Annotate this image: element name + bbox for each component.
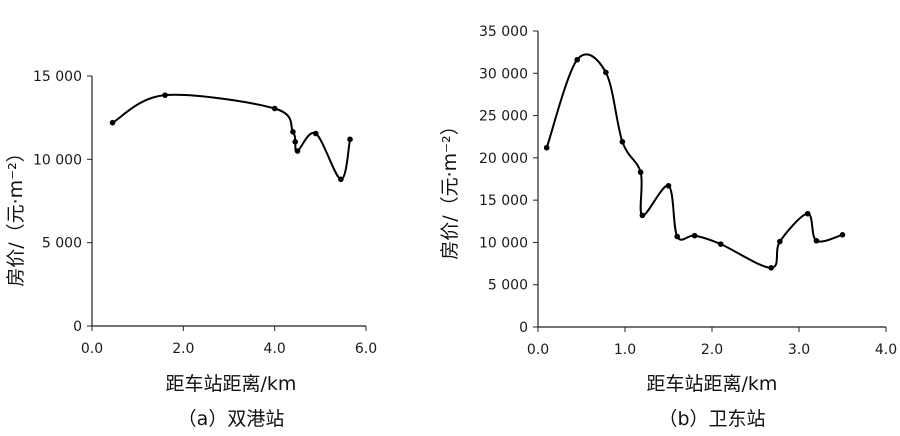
chart-panel-b: 0 5 000 10 000 15 000 20 000 25 000 30 000 35 0… <box>439 24 897 430</box>
chart-b-data-point <box>717 241 724 247</box>
chart-a-y-tick-label: 15 000 <box>33 69 82 85</box>
chart-b-y-tick-label: 25 000 <box>479 109 528 125</box>
chart-b-y-axis-label: 房价/（元·m⁻²） <box>439 116 461 260</box>
chart-b-y-tick-label: 30 000 <box>479 66 528 82</box>
chart-a-ticks: 0 5 000 10 000 15 000 0.0 2.0 4.0 6.0 <box>33 69 377 357</box>
chart-a-x-tick-label: 0.0 <box>81 341 103 357</box>
chart-b-data-point <box>637 169 644 176</box>
chart-a-y-tick-label: 5 000 <box>42 236 82 252</box>
chart-a-subtitle: （a）双港站 <box>178 408 285 430</box>
chart-a-axes <box>91 76 366 327</box>
chart-b-ticks: 0 5 000 10 000 15 000 20 000 25 000 30 000 35 0… <box>479 24 897 358</box>
chart-b-data-point <box>813 237 820 244</box>
chart-b-data-point <box>543 144 550 151</box>
chart-b-data-point <box>839 232 846 238</box>
chart-b-y-tick-label: 15 000 <box>479 193 528 209</box>
chart-b-y-tick-label: 10 000 <box>479 235 528 251</box>
chart-a-x-axis-label: 距车站距离/km <box>166 373 297 395</box>
chart-b-x-tick-label: 3.0 <box>788 342 810 358</box>
chart-b-x-axis-label: 距车站距离/km <box>647 373 778 395</box>
chart-a-x-tick-label: 2.0 <box>172 341 194 357</box>
chart-a-data-point <box>347 136 353 143</box>
chart-a-y-tick-label: 0 <box>73 319 82 335</box>
chart-a-x-tick-label: 4.0 <box>264 341 286 357</box>
chart-a-points <box>109 92 353 183</box>
chart-b-x-tick-label: 4.0 <box>875 342 897 358</box>
chart-b-y-tick-label: 5 000 <box>488 278 528 294</box>
chart-b-y-tick-label: 35 000 <box>479 24 528 40</box>
chart-b-data-point <box>603 69 609 76</box>
chart-b-data-point <box>804 210 811 217</box>
chart-a-data-point <box>294 148 301 154</box>
chart-b-data-point <box>619 138 626 145</box>
chart-b-axes <box>537 31 886 328</box>
chart-b-data-point <box>691 232 698 239</box>
chart-b-data-point <box>768 265 774 271</box>
chart-b-points <box>543 56 846 271</box>
chart-b-data-point <box>639 212 646 219</box>
chart-a-data-point <box>162 92 168 98</box>
chart-b-y-tick-label: 0 <box>519 320 528 336</box>
chart-b-data-point <box>574 56 580 63</box>
chart-a-data-point <box>271 105 278 112</box>
chart-a-data-point <box>292 139 299 145</box>
chart-a-y-tick-label: 10 000 <box>33 152 82 168</box>
chart-b-data-point <box>674 233 680 240</box>
chart-b-data-point <box>777 238 783 245</box>
chart-b-y-tick-label: 20 000 <box>479 151 528 167</box>
chart-a-data-point <box>312 130 319 137</box>
chart-a-series-line <box>112 93 352 181</box>
chart-b-data-point <box>665 182 672 189</box>
chart-b-x-tick-label: 1.0 <box>614 342 636 358</box>
chart-a-x-tick-label: 6.0 <box>355 341 377 357</box>
chart-a-data-point <box>109 119 116 126</box>
chart-a-y-axis-label: 房价/（元·m⁻²） <box>5 143 27 287</box>
chart-a-data-point <box>290 129 296 135</box>
chart-b-x-tick-label: 2.0 <box>701 342 723 358</box>
chart-b-x-tick-label: 0.0 <box>527 342 549 358</box>
chart-a-data-point <box>338 176 344 183</box>
chart-b-subtitle: （b）卫东站 <box>658 408 765 430</box>
